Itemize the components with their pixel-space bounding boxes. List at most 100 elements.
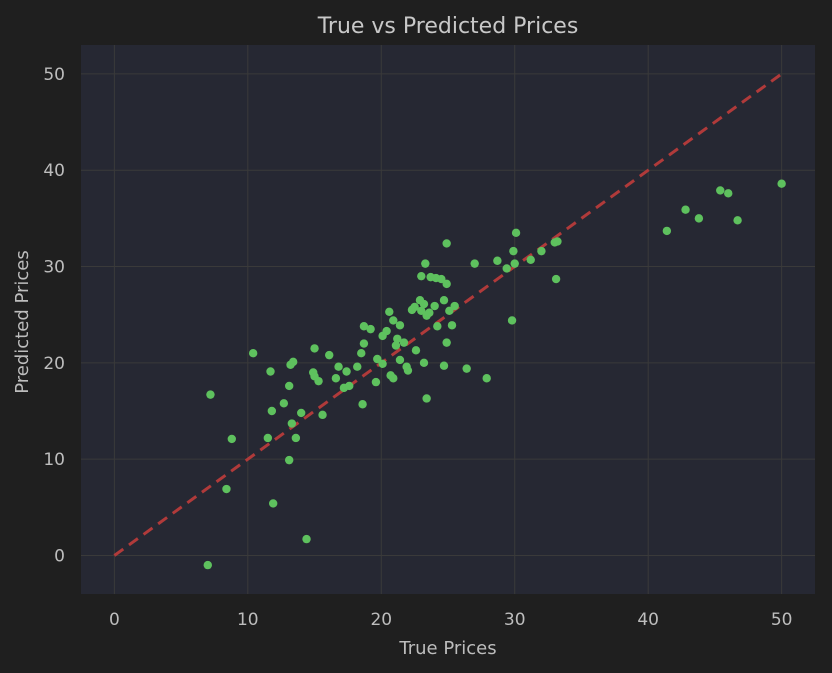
data-point bbox=[393, 334, 402, 343]
data-point bbox=[287, 419, 297, 428]
data-point bbox=[325, 350, 334, 360]
data-point bbox=[403, 366, 413, 375]
data-point bbox=[268, 499, 278, 508]
data-point bbox=[437, 274, 446, 284]
ideal-fit-reference-line bbox=[113, 72, 783, 557]
data-point bbox=[310, 344, 319, 353]
data-point bbox=[417, 271, 426, 281]
data-point bbox=[445, 306, 454, 316]
data-point bbox=[425, 308, 434, 317]
data-point bbox=[395, 321, 405, 330]
data-point bbox=[694, 214, 704, 223]
data-point bbox=[510, 259, 519, 268]
data-point bbox=[366, 324, 375, 334]
data-point bbox=[724, 189, 733, 198]
x-tick-labels: 0 10 20 30 40 50 bbox=[109, 610, 793, 630]
data-point bbox=[411, 346, 421, 355]
data-point bbox=[359, 339, 369, 348]
data-point bbox=[439, 296, 449, 305]
data-point bbox=[733, 216, 742, 225]
data-point bbox=[493, 256, 502, 265]
chart-title: True vs Predicted Prices bbox=[317, 14, 579, 39]
data-point bbox=[447, 321, 457, 330]
data-point bbox=[391, 341, 401, 350]
data-point bbox=[419, 358, 429, 368]
plot-area bbox=[81, 45, 815, 594]
data-point bbox=[430, 301, 439, 311]
y-tick-label: 0 bbox=[54, 546, 65, 566]
data-point bbox=[399, 338, 409, 347]
data-point bbox=[358, 400, 367, 409]
x-tick-label: 50 bbox=[771, 610, 793, 630]
data-point bbox=[422, 394, 431, 403]
y-tick-label: 40 bbox=[43, 161, 65, 181]
data-point bbox=[382, 326, 391, 336]
y-axis-label: Predicted Prices bbox=[12, 250, 33, 394]
data-point bbox=[482, 374, 491, 383]
data-point bbox=[284, 455, 294, 465]
data-point bbox=[537, 246, 546, 256]
data-point bbox=[203, 560, 212, 570]
data-point bbox=[353, 362, 362, 371]
data-point bbox=[419, 299, 429, 309]
data-point bbox=[284, 381, 294, 391]
y-tick-label: 10 bbox=[43, 450, 65, 470]
data-point bbox=[279, 399, 289, 408]
data-point bbox=[439, 361, 449, 370]
data-point bbox=[206, 390, 215, 399]
data-point bbox=[433, 322, 442, 331]
data-point bbox=[342, 367, 351, 376]
data-point bbox=[442, 239, 451, 248]
x-tick-label: 40 bbox=[637, 610, 659, 630]
data-points bbox=[203, 179, 786, 570]
data-point bbox=[389, 316, 398, 325]
data-point bbox=[334, 362, 343, 371]
x-tick-label: 30 bbox=[504, 610, 526, 630]
data-point bbox=[291, 433, 301, 443]
data-point bbox=[777, 179, 786, 188]
data-point bbox=[389, 374, 398, 383]
data-point bbox=[442, 338, 451, 347]
data-point bbox=[331, 374, 341, 383]
data-point bbox=[248, 349, 258, 358]
data-point bbox=[421, 259, 430, 268]
data-point bbox=[410, 302, 419, 312]
data-point bbox=[359, 322, 369, 331]
data-point bbox=[662, 226, 672, 236]
data-point bbox=[507, 316, 517, 325]
data-point bbox=[318, 410, 327, 420]
data-point bbox=[450, 301, 459, 311]
data-point bbox=[314, 376, 323, 386]
x-tick-label: 0 bbox=[109, 610, 120, 630]
data-point bbox=[297, 408, 306, 418]
data-point bbox=[302, 534, 311, 544]
reference-line-layer bbox=[113, 72, 783, 557]
data-point bbox=[417, 306, 426, 316]
data-point bbox=[470, 259, 479, 268]
data-point bbox=[462, 364, 471, 373]
data-point bbox=[373, 354, 382, 364]
data-point bbox=[378, 359, 387, 369]
x-tick-label: 10 bbox=[237, 610, 259, 630]
data-point bbox=[395, 355, 405, 365]
y-tick-label: 30 bbox=[43, 258, 65, 278]
data-point bbox=[345, 381, 354, 391]
data-point bbox=[222, 484, 231, 494]
x-tick-label: 20 bbox=[370, 610, 392, 630]
data-point bbox=[716, 186, 725, 195]
data-point bbox=[288, 357, 298, 367]
data-point bbox=[526, 255, 535, 264]
y-tick-label: 50 bbox=[43, 65, 65, 85]
data-point bbox=[442, 279, 451, 289]
data-point bbox=[263, 433, 273, 443]
data-point bbox=[511, 228, 521, 238]
grid-lines bbox=[81, 45, 815, 594]
data-point bbox=[385, 307, 394, 316]
y-tick-labels: 0 10 20 30 40 50 bbox=[43, 65, 65, 567]
data-point bbox=[267, 406, 277, 416]
data-point bbox=[681, 205, 690, 214]
data-point bbox=[371, 377, 381, 387]
x-axis-label: True Prices bbox=[398, 638, 496, 659]
y-tick-label: 20 bbox=[43, 354, 65, 374]
